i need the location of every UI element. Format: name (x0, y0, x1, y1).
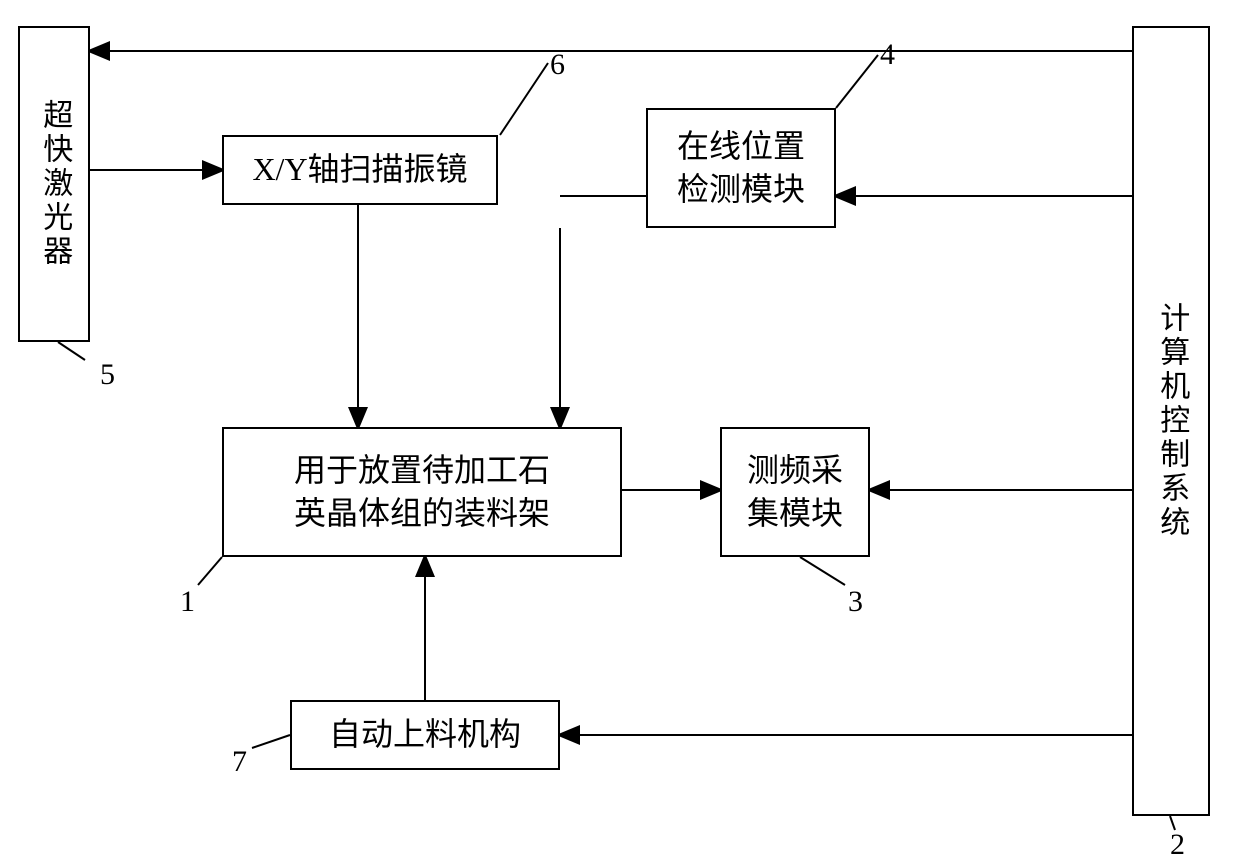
callout-label-loading_rack: 1 (180, 585, 195, 619)
node-text-freq_module: 测频采 集模块 (747, 449, 843, 535)
node-laser: 超快激光器 (18, 26, 90, 342)
block-diagram: 超快激光器 X/Y轴扫描振镜 在线位置 检测模块用于放置待加工石 英晶体组的装料架 测… (0, 0, 1240, 855)
node-text-auto_feed: 自动上料机构 (329, 713, 521, 756)
callout-label-position_detect: 4 (880, 38, 895, 72)
node-text-scanner: X/Y轴扫描振镜 (252, 148, 467, 191)
leader-l5 (58, 342, 85, 360)
callout-label-freq_module: 3 (848, 585, 863, 619)
leader-l6 (500, 63, 548, 135)
node-text-position_detect: 在线位置 检测模块 (677, 125, 805, 211)
node-text-control_system: 计算机控制系统 (1151, 302, 1192, 540)
node-freq_module: 测频采 集模块 (720, 427, 870, 557)
node-control_system: 计算机控制系统 (1132, 26, 1210, 816)
node-auto_feed: 自动上料机构 (290, 700, 560, 770)
leader-l1 (198, 557, 222, 585)
node-text-loading_rack: 用于放置待加工石 英晶体组的装料架 (294, 449, 550, 535)
leader-l7 (252, 735, 290, 748)
leader-l3 (800, 557, 845, 585)
node-text-laser: 超快激光器 (34, 99, 75, 269)
node-position_detect: 在线位置 检测模块 (646, 108, 836, 228)
callout-label-control_system: 2 (1170, 828, 1185, 862)
leader-l4 (836, 55, 878, 108)
callout-label-scanner: 6 (550, 48, 565, 82)
callout-label-auto_feed: 7 (232, 745, 247, 779)
node-loading_rack: 用于放置待加工石 英晶体组的装料架 (222, 427, 622, 557)
callout-label-laser: 5 (100, 358, 115, 392)
node-scanner: X/Y轴扫描振镜 (222, 135, 498, 205)
